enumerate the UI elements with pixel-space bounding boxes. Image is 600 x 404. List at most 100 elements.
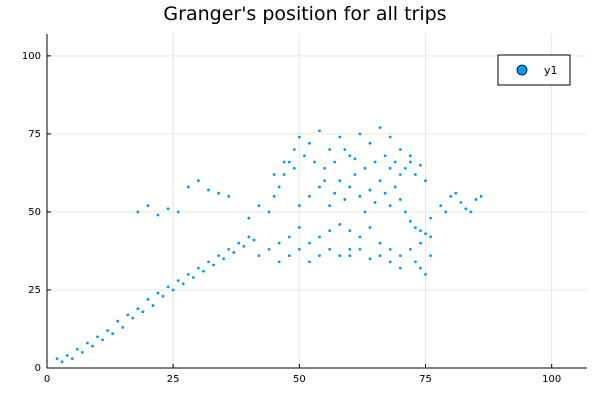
scatter-point-0-53 <box>272 194 276 198</box>
scatter-point-0-135 <box>388 260 392 264</box>
scatter-point-0-49 <box>227 194 231 198</box>
scatter-point-0-101 <box>287 235 291 239</box>
scatter-point-0-41 <box>146 204 150 208</box>
scatter-point-0-125 <box>474 198 478 201</box>
scatter-point-0-37 <box>242 244 246 248</box>
scatter-point-0-108 <box>338 223 342 226</box>
scatter-point-0-5 <box>80 350 84 354</box>
scatter-point-0-106 <box>318 235 321 239</box>
x-tick-label-3: 75 <box>419 374 432 385</box>
legend-label: y1 <box>544 64 558 77</box>
scatter-point-0-133 <box>414 260 417 264</box>
axes-layer <box>46 34 587 369</box>
scatter-point-0-44 <box>176 210 180 214</box>
scatter-point-0-51 <box>257 204 261 208</box>
scatter-point-0-117 <box>297 247 301 251</box>
scatter-point-0-112 <box>348 247 352 251</box>
scatter-point-0-100 <box>297 226 301 229</box>
scatter-point-0-90 <box>408 219 412 223</box>
scatter-point-0-0 <box>55 357 59 361</box>
scatter-point-0-14 <box>126 313 130 317</box>
scatter-point-0-156 <box>419 163 422 167</box>
scatter-point-0-146 <box>333 160 337 164</box>
scatter-point-0-136 <box>378 254 382 258</box>
scatter-point-0-57 <box>292 148 296 151</box>
scatter-point-0-107 <box>328 229 332 233</box>
scatter-point-0-74 <box>328 204 332 208</box>
scatter-point-0-4 <box>75 347 79 351</box>
scatter-point-0-1 <box>60 360 64 364</box>
scatter-point-0-158 <box>398 173 402 176</box>
scatter-point-0-12 <box>116 319 120 323</box>
scatter-point-0-18 <box>146 297 150 301</box>
scatter-point-0-68 <box>398 148 402 151</box>
scatter-point-0-70 <box>297 204 301 208</box>
scatter-point-0-27 <box>191 276 195 279</box>
scatter-point-0-119 <box>277 260 281 264</box>
scatter-point-0-141 <box>282 160 286 164</box>
scatter-point-0-22 <box>166 285 170 289</box>
scatter-point-0-126 <box>479 194 483 198</box>
scatter-point-0-86 <box>388 204 392 208</box>
scatter-point-0-3 <box>70 357 74 361</box>
scatter-point-0-34 <box>227 247 231 251</box>
scatter-point-0-43 <box>166 207 170 211</box>
scatter-point-0-20 <box>156 291 160 295</box>
scatter-point-0-110 <box>358 235 362 239</box>
scatter-point-0-17 <box>141 310 145 314</box>
scatter-point-0-124 <box>469 210 473 214</box>
scatter-point-0-103 <box>267 247 271 251</box>
scatter-point-0-104 <box>257 254 261 258</box>
scatter-point-0-60 <box>318 129 321 133</box>
chart-title: Granger's position for all trips <box>163 3 446 25</box>
scatter-point-0-88 <box>398 198 402 201</box>
scatter-point-0-122 <box>449 194 453 198</box>
scatter-point-0-36 <box>237 241 241 245</box>
scatter-point-0-143 <box>302 154 306 158</box>
y-tick-label-3: 75 <box>28 129 41 140</box>
scatter-point-0-33 <box>222 257 226 261</box>
scatter-point-0-145 <box>323 166 326 170</box>
scatter-point-0-48 <box>217 191 220 195</box>
scatter-point-0-46 <box>197 179 200 183</box>
scatter-point-0-78 <box>348 185 352 189</box>
scatter-point-0-61 <box>328 148 332 151</box>
scatter-point-0-92 <box>419 229 422 233</box>
scatter-point-0-150 <box>373 160 377 164</box>
scatter-point-0-84 <box>378 179 382 183</box>
scatter-point-0-76 <box>338 179 342 183</box>
scatter-point-0-91 <box>414 226 417 229</box>
scatter-point-0-67 <box>388 135 392 139</box>
scatter-point-0-25 <box>181 282 185 286</box>
scatter-point-0-23 <box>171 288 175 292</box>
scatter-point-0-62 <box>338 135 342 139</box>
scatter-point-0-96 <box>408 247 412 251</box>
scatter-point-0-77 <box>343 198 347 201</box>
scatter-point-0-123 <box>459 201 463 204</box>
scatter-point-0-159 <box>388 166 392 170</box>
scatter-point-0-113 <box>338 254 342 258</box>
scatter-point-0-45 <box>186 185 190 189</box>
scatter-point-0-47 <box>207 188 210 192</box>
legend-box <box>497 54 571 86</box>
scatter-point-0-82 <box>368 188 372 192</box>
y-tick-label-0: 0 <box>35 363 41 374</box>
scatter-point-0-147 <box>343 148 347 151</box>
scatter-point-0-134 <box>398 266 402 270</box>
scatter-point-0-105 <box>308 241 311 245</box>
scatter-point-0-40 <box>136 210 140 214</box>
y-tick-label-2: 50 <box>28 207 41 218</box>
scatter-point-0-115 <box>318 254 321 258</box>
scatter-point-0-131 <box>419 266 422 270</box>
points-layer <box>55 126 483 364</box>
y-tick-label-4: 100 <box>22 51 41 62</box>
scatter-point-0-64 <box>358 132 362 136</box>
scatter-point-0-128 <box>454 191 458 195</box>
scatter-point-0-56 <box>287 160 291 164</box>
scatter-point-0-111 <box>368 226 372 229</box>
scatter-point-0-109 <box>348 229 352 233</box>
scatter-point-0-54 <box>277 185 281 189</box>
scatter-point-0-9 <box>101 338 104 342</box>
scatter-point-0-58 <box>297 135 301 139</box>
scatter-point-0-139 <box>348 254 352 258</box>
